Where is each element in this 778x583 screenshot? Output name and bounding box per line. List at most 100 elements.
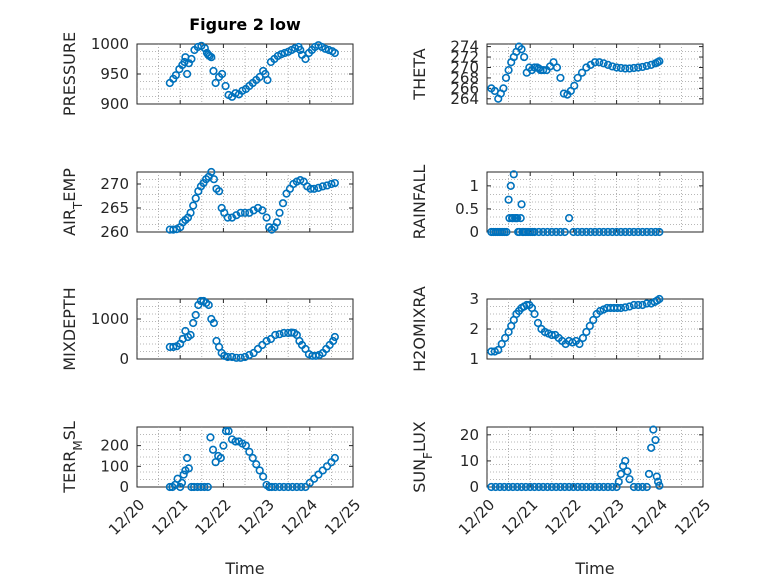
- y-tick-label: 264: [450, 90, 479, 108]
- data-point: [322, 462, 332, 471]
- data-point: [638, 62, 647, 72]
- data-point: [504, 482, 513, 492]
- data-point: [649, 425, 658, 434]
- data-point: [569, 482, 578, 492]
- data-point: [191, 194, 200, 203]
- data-point: [236, 208, 245, 217]
- data-point: [184, 464, 193, 473]
- data-point: [310, 184, 319, 193]
- data-point: [200, 44, 209, 53]
- data-point: [552, 482, 561, 492]
- data-point: [613, 303, 622, 313]
- x-tick-label: 12/24: [278, 496, 321, 539]
- data-point: [595, 482, 604, 492]
- data-point: [564, 482, 574, 492]
- data-point: [552, 227, 561, 237]
- y-axis-label: THETA: [410, 48, 429, 100]
- data-point: [603, 60, 613, 69]
- data-point: [603, 227, 613, 237]
- figure-title: Figure 2 low: [189, 15, 301, 34]
- x-tick-label: 12/24: [628, 496, 671, 539]
- subplot-7: 0 100 200 12/20 12/21 12/22 12/23 12/24 12/25 Tim…: [60, 421, 364, 578]
- data-point: [577, 68, 587, 77]
- data-point: [621, 64, 630, 73]
- data-point: [575, 339, 584, 349]
- data-point: [330, 453, 339, 463]
- data-point: [330, 332, 339, 342]
- data-point: [500, 482, 509, 492]
- y-tick-label: 274: [450, 38, 479, 56]
- data-point: [502, 227, 511, 237]
- data-point: [279, 482, 288, 492]
- data-point: [547, 482, 556, 492]
- data-point: [275, 482, 284, 492]
- data-point: [530, 227, 539, 237]
- data-point: [530, 309, 539, 319]
- data-point: [209, 175, 218, 184]
- y-axis-label: AIRTEMP: [60, 168, 85, 236]
- data-point: [517, 482, 526, 492]
- data-point: [314, 183, 323, 192]
- subplot-3: 260 265 270 AIRTEMP: [60, 167, 354, 241]
- data-point: [603, 482, 613, 492]
- y-tick-label: 2: [469, 320, 479, 338]
- data-point: [655, 227, 664, 237]
- subplot-1: 900 950 1000 PRESSURE: [60, 32, 354, 116]
- data-series: [165, 167, 339, 234]
- data-point: [227, 352, 237, 362]
- data-point: [245, 447, 254, 456]
- y-tick-label: 270: [100, 175, 129, 193]
- data-point: [625, 227, 634, 237]
- data-point: [533, 318, 543, 328]
- data-point: [266, 334, 276, 344]
- data-point: [582, 482, 591, 492]
- data-point: [191, 310, 200, 320]
- y-tick-label: 1: [469, 177, 479, 195]
- y-tick-label: 1: [469, 350, 479, 368]
- data-point: [516, 214, 525, 223]
- y-axis-label: PRESSURE: [60, 32, 79, 116]
- data-series: [487, 294, 664, 356]
- data-point: [216, 453, 225, 463]
- subplot-6: 1 2 3 H2OMIXRA: [410, 286, 704, 372]
- data-point: [183, 453, 192, 463]
- data-point: [499, 84, 508, 93]
- data-point: [253, 344, 263, 354]
- y-tick-label: 1000: [91, 310, 129, 328]
- data-point: [647, 443, 656, 452]
- data-point: [487, 482, 496, 492]
- data-point: [614, 477, 623, 486]
- y-tick-label: 3: [469, 290, 479, 308]
- data-point: [255, 466, 264, 475]
- data-point: [292, 482, 301, 492]
- x-tick-label: 12/22: [191, 496, 234, 539]
- data-point: [504, 65, 513, 75]
- data-point: [278, 199, 288, 208]
- data-point: [209, 318, 218, 328]
- data-point: [187, 54, 196, 64]
- data-point: [240, 352, 250, 362]
- data-point: [318, 466, 327, 475]
- data-series: [165, 296, 339, 362]
- data-point: [240, 208, 250, 217]
- data-point: [186, 208, 195, 217]
- data-point: [262, 336, 271, 346]
- data-point: [612, 227, 621, 237]
- data-point: [204, 300, 213, 310]
- data-point: [573, 482, 582, 492]
- data-point: [629, 63, 638, 73]
- data-point: [497, 339, 506, 349]
- data-point: [625, 475, 634, 484]
- y-axis-label: H2OMIXRA: [410, 286, 429, 372]
- y-tick-label: 200: [100, 437, 129, 455]
- y-tick-label: 0: [469, 478, 479, 496]
- data-point: [221, 427, 231, 436]
- y-tick-label: 270: [450, 58, 479, 76]
- y-tick-label: 0.5: [455, 200, 479, 218]
- y-tick-label: 100: [100, 457, 129, 475]
- data-point: [556, 482, 565, 492]
- data-point: [171, 71, 180, 80]
- y-tick-label: 266: [450, 79, 479, 97]
- subplot-5: 0 1000 MIXDEPTH: [60, 287, 354, 371]
